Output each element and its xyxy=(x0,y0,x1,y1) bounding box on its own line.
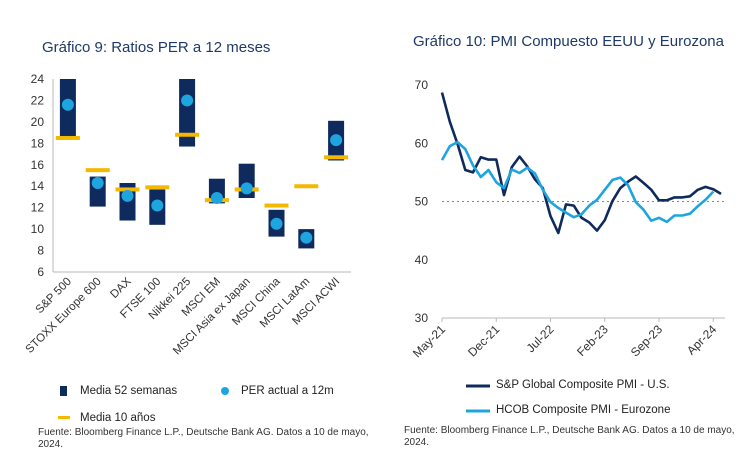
legend-label-eurozone-pmi: HCOB Composite PMI - Eurozone xyxy=(496,404,671,416)
current-per-point xyxy=(330,134,343,147)
left-x-tick-label: DAX xyxy=(108,275,133,300)
left-y-tick-label: 8 xyxy=(37,244,44,258)
ten-year-avg-marker xyxy=(145,185,170,190)
ten-year-avg-marker xyxy=(115,187,140,192)
right-y-tick-label: 30 xyxy=(415,311,429,325)
left-y-tick-label: 6 xyxy=(37,265,44,279)
ten-year-avg-marker xyxy=(175,132,200,137)
current-per-point xyxy=(240,182,253,195)
current-per-point xyxy=(91,177,104,190)
right-x-tick-label: Feb-23 xyxy=(574,322,611,359)
right-source-note: Fuente: Bloomberg Finance L.P., Deutsche… xyxy=(404,425,735,448)
ten-year-avg-marker xyxy=(294,184,319,189)
legend-swatch-per-actual xyxy=(221,387,229,395)
right-y-tick-label: 40 xyxy=(415,253,429,267)
left-source-note: Fuente: Bloomberg Finance L.P., Deutsche… xyxy=(38,427,369,450)
right-y-tick-label: 50 xyxy=(415,195,429,209)
ten-year-avg-marker xyxy=(324,155,349,160)
left-y-tick-label: 10 xyxy=(31,222,45,236)
right-x-tick-label: Jul-22 xyxy=(524,322,557,355)
current-per-point xyxy=(121,189,134,202)
right-x-tick-label: May-21 xyxy=(410,322,448,360)
legend-label-media-52: Media 52 semanas xyxy=(80,385,178,397)
ten-year-avg-marker xyxy=(85,168,110,173)
left-y-tick-label: 14 xyxy=(31,179,45,193)
ten-year-avg-marker xyxy=(55,135,80,140)
us-pmi-line xyxy=(440,92,722,235)
legend-label-us-pmi: S&P Global Composite PMI - U.S. xyxy=(496,379,670,391)
current-per-point xyxy=(151,199,164,212)
left-y-tick-label: 24 xyxy=(31,72,45,86)
left-y-tick-label: 12 xyxy=(31,201,45,215)
right-y-tick-label: 60 xyxy=(415,136,429,150)
eurozone-pmi-line xyxy=(440,140,715,224)
right-chart-title: Gráfico 10: PMI Compuesto EEUU y Eurozon… xyxy=(413,33,724,50)
left-y-tick-label: 16 xyxy=(31,158,45,172)
current-per-point xyxy=(210,192,223,205)
right-y-tick-label: 70 xyxy=(415,78,429,92)
left-y-tick-label: 18 xyxy=(31,136,45,150)
legend-swatch-media-10 xyxy=(58,416,70,419)
left-y-tick-label: 20 xyxy=(31,115,45,129)
ten-year-avg-marker xyxy=(264,203,289,208)
left-chart-title: Gráfico 9: Ratios PER a 12 meses xyxy=(42,39,271,56)
legend-label-media-10: Media 10 años xyxy=(80,412,156,424)
current-per-point xyxy=(300,231,313,244)
legend-label-per-actual: PER actual a 12m xyxy=(241,385,334,397)
current-per-point xyxy=(181,94,194,107)
current-per-point xyxy=(61,98,74,111)
legend-swatch-media-52 xyxy=(60,386,67,396)
right-x-tick-label: Apr-24 xyxy=(684,322,720,358)
per-range-bar xyxy=(179,79,196,147)
left-y-tick-label: 22 xyxy=(31,93,45,107)
current-per-point xyxy=(270,217,283,230)
right-x-tick-label: Dec-21 xyxy=(465,322,502,359)
right-x-tick-label: Sep-23 xyxy=(628,322,665,359)
